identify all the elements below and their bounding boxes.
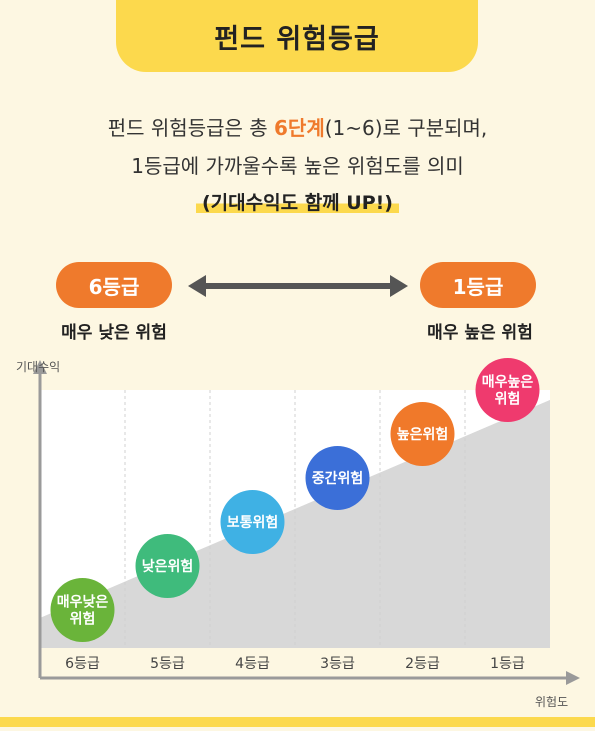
risk-bubble-label: 매우높은 xyxy=(482,375,534,391)
y-axis-label: 기대수익 xyxy=(16,360,61,374)
risk-bubble-label: 낮은위험 xyxy=(142,558,194,575)
risk-bubble xyxy=(50,578,115,642)
intro-line-1-post: (1~6)로 구분되며, xyxy=(324,116,488,140)
risk-bubble-label: 매우낮은 xyxy=(57,595,109,611)
risk-bubble-label: 높은위험 xyxy=(397,426,449,443)
double-arrow-icon xyxy=(188,275,408,297)
x-tick-label: 4등급 xyxy=(235,656,270,672)
x-tick-label: 6등급 xyxy=(65,656,100,672)
risk-bubble-label: 보통위험 xyxy=(227,514,279,531)
risk-bubble xyxy=(475,358,540,422)
grade-pill-high: 1등급 xyxy=(420,262,536,308)
x-tick-label: 3등급 xyxy=(320,656,355,672)
highlight-line: (기대수익도 함께 UP!) xyxy=(0,188,595,215)
risk-bubble-label: 위험 xyxy=(70,611,96,628)
intro-line-1-pre: 펀드 위험등급은 총 xyxy=(107,116,275,140)
bottom-strip xyxy=(0,717,595,727)
risk-bubble-label: 위험 xyxy=(495,391,521,408)
chart-canvas: 매우낮은위험6등급낮은위험5등급보통위험4등급중간위험3등급높은위험2등급매우높… xyxy=(33,358,580,685)
highlight-text: (기대수익도 함께 UP!) xyxy=(196,188,399,215)
risk-bubble-label: 중간위험 xyxy=(312,470,364,487)
intro-line-1: 펀드 위험등급은 총 6단계(1~6)로 구분되며, xyxy=(0,112,595,141)
x-tick-label: 2등급 xyxy=(405,656,440,672)
x-axis-label: 위험도 xyxy=(535,695,569,709)
intro-accent: 6단계 xyxy=(274,116,325,140)
grade-caption-low: 매우 낮은 위험 xyxy=(61,323,167,343)
grade-pill-low: 6등급 xyxy=(56,262,172,308)
intro-line-2: 1등급에 가까울수록 높은 위험도를 의미 xyxy=(131,154,464,178)
risk-chart: 기대수익 위험도 매우낮은 위험 6등급 낮은위험 5등급 보통위험 4등급 중간위험 3등급 높… xyxy=(0,350,595,727)
x-axis-arrow-icon xyxy=(566,671,580,685)
risk-bubble xyxy=(305,446,370,510)
y-axis-arrow-icon xyxy=(33,360,47,374)
x-tick-label: 5등급 xyxy=(150,656,185,672)
page-title: 펀드 위험등급 xyxy=(116,0,478,72)
x-tick-label: 1등급 xyxy=(490,656,525,672)
grade-caption-high: 매우 높은 위험 xyxy=(427,323,533,343)
risk-bubble xyxy=(220,490,285,554)
risk-bubble xyxy=(135,534,200,598)
risk-bubble xyxy=(390,402,455,466)
